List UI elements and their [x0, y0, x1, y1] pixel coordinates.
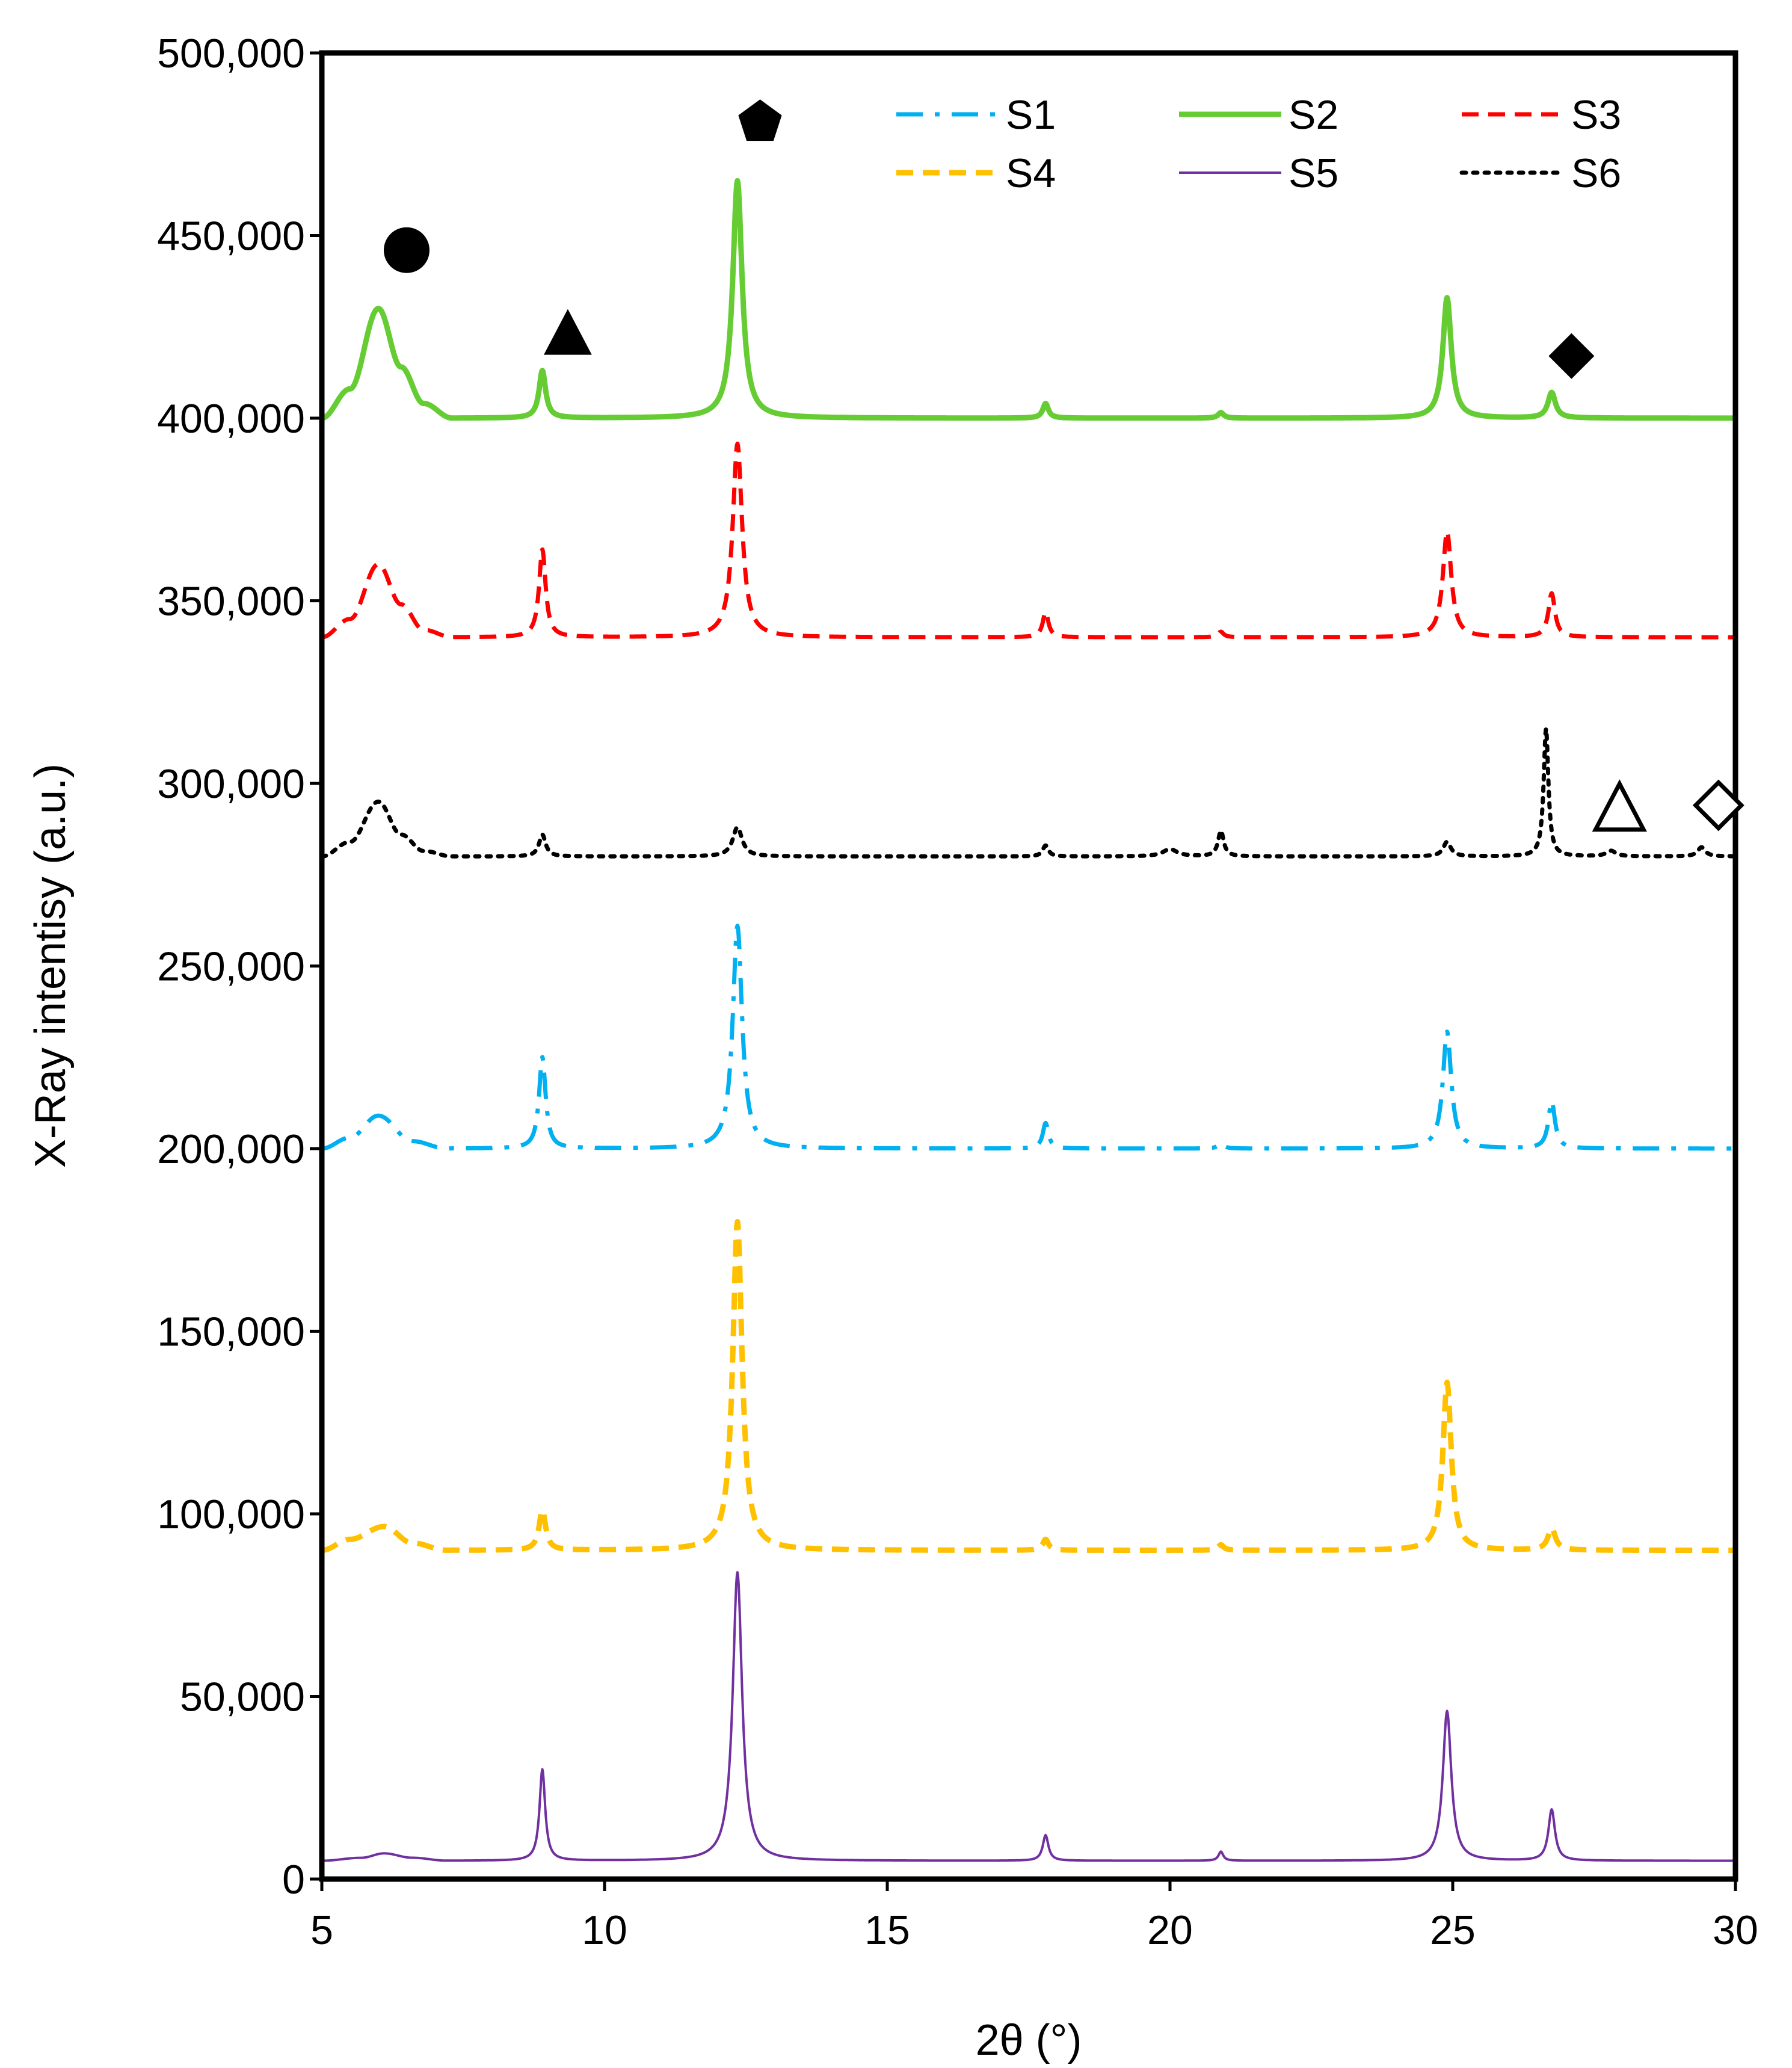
x-tick-label: 30 — [1713, 1907, 1758, 1953]
y-tick-label: 350,000 — [157, 579, 305, 625]
y-tick-label: 200,000 — [157, 1126, 305, 1172]
series-line-s3 — [320, 441, 1737, 640]
x-tick-label: 20 — [1147, 1907, 1193, 1953]
open-diamond-marker — [1692, 779, 1744, 832]
series-line-s1 — [320, 924, 1737, 1151]
x-tick-label: 10 — [582, 1907, 627, 1953]
y-tick-label: 450,000 — [157, 214, 305, 259]
legend-label-s1: S1 — [1006, 92, 1056, 138]
legend-label-s5: S5 — [1289, 150, 1338, 196]
x-axis-title: 2θ (°) — [976, 2016, 1082, 2064]
x-tick-label: 25 — [1430, 1907, 1476, 1953]
filled-pentagon-marker — [738, 99, 782, 141]
filled-circle-marker — [384, 227, 430, 273]
y-tick-label: 500,000 — [157, 31, 305, 76]
y-tick-label: 300,000 — [157, 761, 305, 807]
series-line-s2 — [319, 177, 1738, 421]
y-tick-label: 50,000 — [180, 1674, 305, 1720]
axis-layer: 0 50,000 100,000 150,000 200,000 250,000 300,0… — [157, 31, 1758, 1953]
filled-diamond-marker — [1548, 333, 1595, 379]
open-triangle-marker — [1592, 779, 1647, 832]
legend-label-s3: S3 — [1571, 92, 1621, 138]
series-layer — [319, 177, 1738, 1862]
y-axis-title: X-Ray intentisy (a.u.) — [26, 764, 75, 1168]
y-tick-label: 250,000 — [157, 944, 305, 990]
y-tick-label: 400,000 — [157, 396, 305, 442]
series-line-s5 — [321, 1571, 1737, 1862]
legend: S1 S2 S3 S4 S5 S6 — [896, 92, 1621, 196]
series-line-s4 — [319, 1218, 1738, 1554]
series-line-s6 — [319, 726, 1738, 859]
y-tick-label: 100,000 — [157, 1492, 305, 1537]
x-tick-label: 5 — [310, 1907, 333, 1953]
y-tick-label: 150,000 — [157, 1309, 305, 1355]
x-tick-label: 15 — [864, 1907, 910, 1953]
annotation-layer — [384, 99, 1744, 832]
y-tick-label: 0 — [282, 1857, 305, 1903]
legend-label-s4: S4 — [1006, 150, 1056, 196]
legend-label-s2: S2 — [1289, 92, 1338, 138]
legend-label-s6: S6 — [1571, 150, 1621, 196]
filled-triangle-marker — [544, 309, 592, 355]
